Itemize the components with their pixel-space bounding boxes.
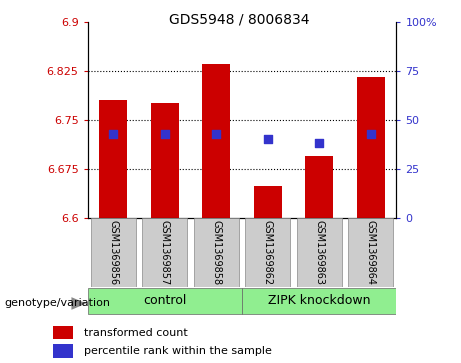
Text: genotype/variation: genotype/variation — [5, 298, 111, 308]
Text: percentile rank within the sample: percentile rank within the sample — [83, 346, 272, 356]
Point — [264, 136, 272, 142]
Bar — [99, 100, 128, 218]
Point — [315, 140, 323, 146]
Bar — [194, 218, 239, 287]
Text: GSM1369857: GSM1369857 — [160, 220, 170, 285]
Bar — [305, 156, 333, 218]
Point — [110, 131, 117, 136]
Bar — [296, 218, 342, 287]
Bar — [242, 288, 396, 314]
Bar — [348, 218, 393, 287]
Bar — [151, 103, 179, 218]
Bar — [245, 218, 290, 287]
Bar — [53, 344, 73, 358]
Text: transformed count: transformed count — [83, 327, 187, 338]
Text: GSM1369863: GSM1369863 — [314, 220, 324, 285]
Text: GSM1369862: GSM1369862 — [263, 220, 273, 285]
Text: GDS5948 / 8006834: GDS5948 / 8006834 — [170, 13, 310, 27]
Bar — [91, 218, 136, 287]
Bar — [202, 64, 230, 218]
Bar — [356, 77, 385, 218]
Point — [367, 131, 374, 136]
Text: ZIPK knockdown: ZIPK knockdown — [268, 294, 371, 307]
Text: GSM1369858: GSM1369858 — [211, 220, 221, 285]
Text: GSM1369864: GSM1369864 — [366, 220, 376, 285]
Bar — [254, 187, 282, 218]
Bar — [53, 326, 73, 339]
Bar — [88, 288, 242, 314]
Polygon shape — [71, 297, 86, 310]
Point — [213, 131, 220, 136]
Point — [161, 131, 168, 136]
Text: control: control — [143, 294, 187, 307]
Text: GSM1369856: GSM1369856 — [108, 220, 118, 285]
Bar — [142, 218, 188, 287]
